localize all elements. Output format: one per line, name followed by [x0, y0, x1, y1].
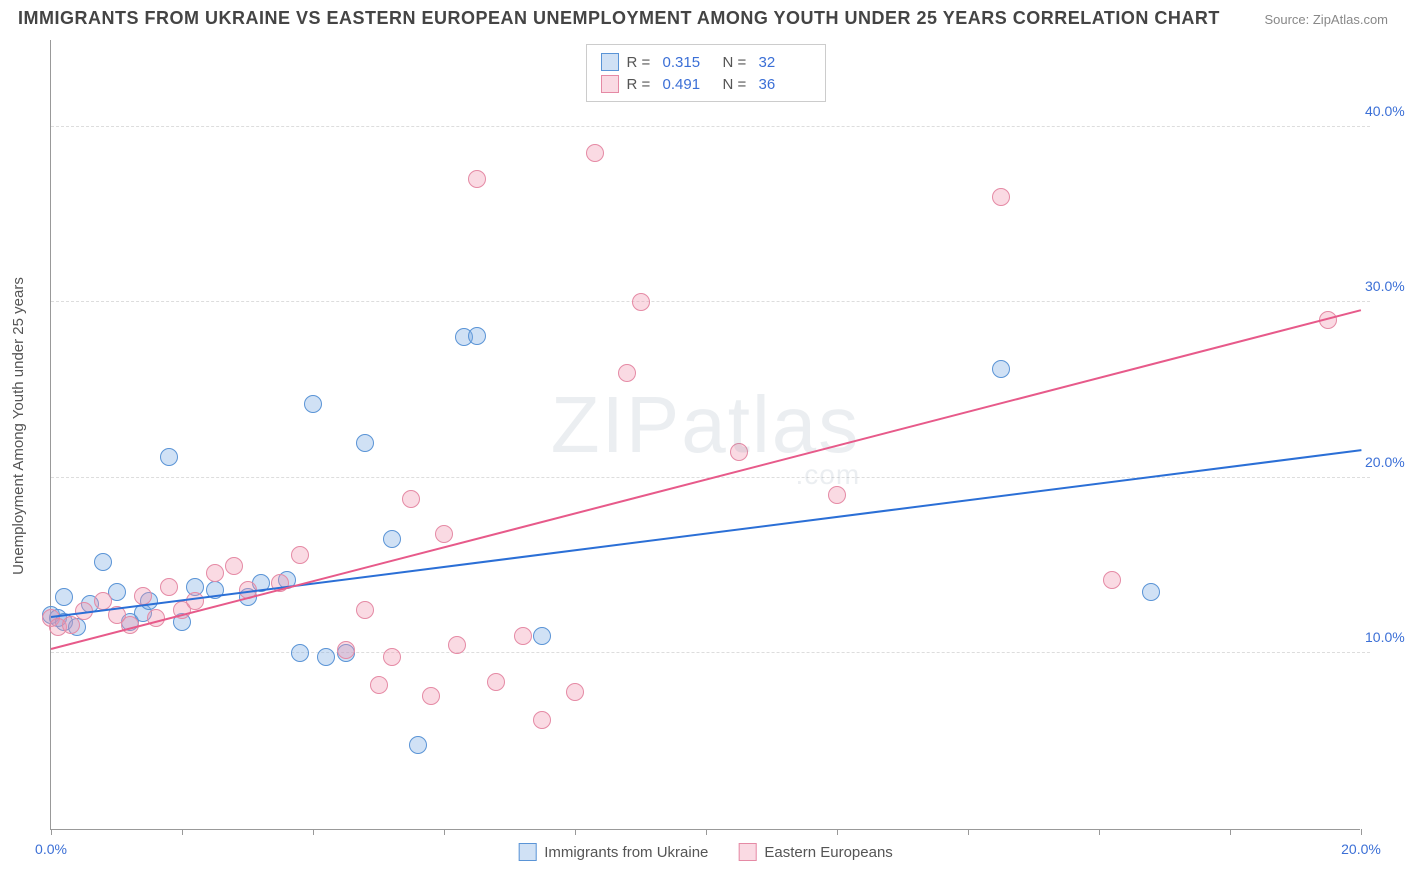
x-tick-mark	[444, 829, 445, 835]
legend-label-eastern: Eastern Europeans	[764, 844, 892, 861]
legend-row-eastern: R = 0.491 N = 36	[601, 73, 811, 95]
legend-item-eastern: Eastern Europeans	[738, 843, 892, 861]
data-point-ukraine	[160, 448, 178, 466]
x-tick-mark	[51, 829, 52, 835]
x-tick-mark	[968, 829, 969, 835]
data-point-eastern	[468, 170, 486, 188]
x-tick-label: 0.0%	[35, 841, 67, 857]
data-point-eastern	[225, 557, 243, 575]
correlation-legend: R = 0.315 N = 32 R = 0.491 N = 36	[586, 44, 826, 102]
data-point-ukraine	[356, 434, 374, 452]
watermark-main: ZIPatlas	[551, 380, 860, 469]
data-point-eastern	[828, 486, 846, 504]
series-legend: Immigrants from Ukraine Eastern European…	[518, 843, 893, 861]
data-point-eastern	[356, 601, 374, 619]
gridline	[51, 126, 1370, 127]
data-point-eastern	[370, 676, 388, 694]
data-point-ukraine	[468, 327, 486, 345]
legend-label-ukraine: Immigrants from Ukraine	[544, 844, 708, 861]
y-tick-label: 30.0%	[1365, 278, 1406, 294]
data-point-eastern	[618, 364, 636, 382]
y-axis-label: Unemployment Among Youth under 25 years	[10, 226, 27, 626]
data-point-eastern	[448, 636, 466, 654]
title-bar: IMMIGRANTS FROM UKRAINE VS EASTERN EUROP…	[18, 8, 1388, 29]
watermark: ZIPatlas .com	[551, 379, 860, 491]
data-point-ukraine	[533, 627, 551, 645]
data-point-eastern	[730, 443, 748, 461]
data-point-eastern	[487, 673, 505, 691]
x-tick-mark	[575, 829, 576, 835]
n-label: N =	[723, 54, 751, 71]
data-point-eastern	[62, 616, 80, 634]
data-point-eastern	[586, 144, 604, 162]
watermark-sub: .com	[551, 459, 860, 491]
data-point-eastern	[992, 188, 1010, 206]
n-value-ukraine: 32	[759, 54, 811, 71]
n-value-eastern: 36	[759, 76, 811, 93]
swatch-ukraine	[601, 53, 619, 71]
x-tick-mark	[1361, 829, 1362, 835]
x-tick-label: 20.0%	[1341, 841, 1381, 857]
data-point-eastern	[514, 627, 532, 645]
x-tick-mark	[837, 829, 838, 835]
data-point-ukraine	[304, 395, 322, 413]
r-value-ukraine: 0.315	[663, 54, 715, 71]
data-point-ukraine	[55, 588, 73, 606]
data-point-ukraine	[992, 360, 1010, 378]
x-tick-mark	[1099, 829, 1100, 835]
y-tick-label: 40.0%	[1365, 103, 1406, 119]
data-point-eastern	[383, 648, 401, 666]
trendline-eastern	[51, 309, 1361, 650]
r-value-eastern: 0.491	[663, 76, 715, 93]
data-point-eastern	[337, 641, 355, 659]
gridline	[51, 652, 1370, 653]
r-label: R =	[627, 54, 655, 71]
swatch-eastern	[601, 75, 619, 93]
x-tick-mark	[706, 829, 707, 835]
data-point-ukraine	[409, 736, 427, 754]
y-tick-label: 20.0%	[1365, 454, 1406, 470]
source-label: Source: ZipAtlas.com	[1264, 12, 1388, 27]
n-label: N =	[723, 76, 751, 93]
legend-row-ukraine: R = 0.315 N = 32	[601, 51, 811, 73]
data-point-eastern	[533, 711, 551, 729]
data-point-eastern	[291, 546, 309, 564]
data-point-ukraine	[317, 648, 335, 666]
data-point-ukraine	[94, 553, 112, 571]
data-point-ukraine	[383, 530, 401, 548]
data-point-eastern	[402, 490, 420, 508]
x-tick-mark	[313, 829, 314, 835]
data-point-eastern	[206, 564, 224, 582]
data-point-eastern	[422, 687, 440, 705]
data-point-eastern	[160, 578, 178, 596]
data-point-ukraine	[291, 644, 309, 662]
data-point-eastern	[566, 683, 584, 701]
gridline	[51, 301, 1370, 302]
x-tick-mark	[182, 829, 183, 835]
swatch-ukraine-bottom	[518, 843, 536, 861]
data-point-eastern	[632, 293, 650, 311]
chart-title: IMMIGRANTS FROM UKRAINE VS EASTERN EUROP…	[18, 8, 1220, 29]
data-point-eastern	[134, 587, 152, 605]
scatter-plot-area: ZIPatlas .com R = 0.315 N = 32 R = 0.491…	[50, 40, 1360, 830]
data-point-eastern	[435, 525, 453, 543]
swatch-eastern-bottom	[738, 843, 756, 861]
legend-item-ukraine: Immigrants from Ukraine	[518, 843, 708, 861]
data-point-eastern	[1103, 571, 1121, 589]
data-point-eastern	[186, 592, 204, 610]
r-label: R =	[627, 76, 655, 93]
x-tick-mark	[1230, 829, 1231, 835]
y-tick-label: 10.0%	[1365, 629, 1406, 645]
data-point-ukraine	[1142, 583, 1160, 601]
